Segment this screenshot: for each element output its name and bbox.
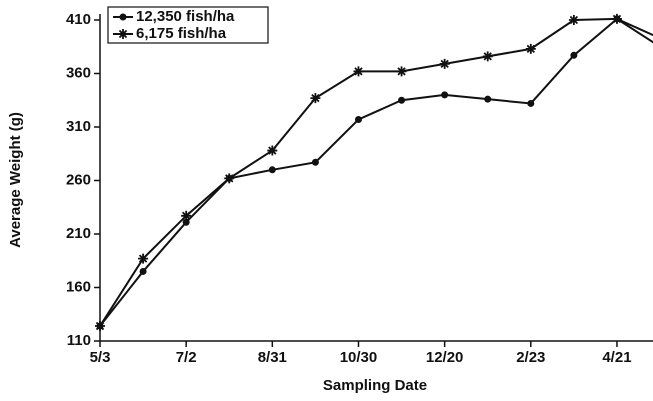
marker	[611, 13, 622, 24]
marker	[268, 166, 276, 174]
marker	[138, 253, 149, 264]
x-tick-label: 8/31	[258, 349, 287, 366]
x-tick-label: 12/20	[426, 349, 464, 366]
plot-area	[95, 13, 653, 332]
marker	[310, 93, 321, 104]
x-tick-label: 2/23	[516, 349, 545, 366]
marker	[439, 58, 450, 69]
marker	[224, 173, 235, 184]
legend-label: 12,350 fish/ha	[136, 8, 235, 25]
series-line	[99, 17, 653, 327]
y-axis-title: Average Weight (g)	[7, 112, 24, 248]
marker	[398, 96, 406, 104]
y-tick-label: 310	[66, 118, 91, 135]
marker	[118, 29, 128, 39]
marker	[570, 51, 578, 59]
legend-label: 6,175 fish/ha	[136, 25, 227, 42]
marker	[527, 99, 535, 107]
legend-box	[107, 6, 269, 44]
y-tick-label: 160	[66, 278, 91, 295]
y-tick-label: 410	[66, 11, 91, 28]
marker	[181, 210, 192, 221]
marker	[484, 95, 492, 103]
y-tick-label: 360	[66, 64, 91, 81]
marker	[568, 15, 579, 25]
marker	[482, 51, 493, 62]
marker	[119, 13, 127, 21]
marker	[353, 66, 364, 77]
marker	[95, 321, 105, 332]
y-tick-label: 260	[66, 171, 91, 188]
marker	[441, 91, 449, 99]
x-tick-label: 10/30	[340, 349, 378, 366]
marker	[354, 116, 362, 124]
y-tick-label: 110	[67, 332, 91, 349]
marker	[267, 145, 278, 156]
marker	[396, 66, 407, 77]
x-tick-label: 4/21	[602, 349, 631, 366]
marker	[182, 218, 190, 226]
x-axis-title: Sampling Date	[323, 377, 427, 394]
marker	[525, 43, 536, 54]
marker	[139, 267, 147, 275]
y-tick-label: 210	[66, 225, 91, 242]
series-line	[99, 17, 653, 327]
x-tick-label: 5/3	[90, 349, 111, 366]
marker	[311, 158, 319, 166]
x-tick-label: 7/2	[176, 349, 197, 366]
